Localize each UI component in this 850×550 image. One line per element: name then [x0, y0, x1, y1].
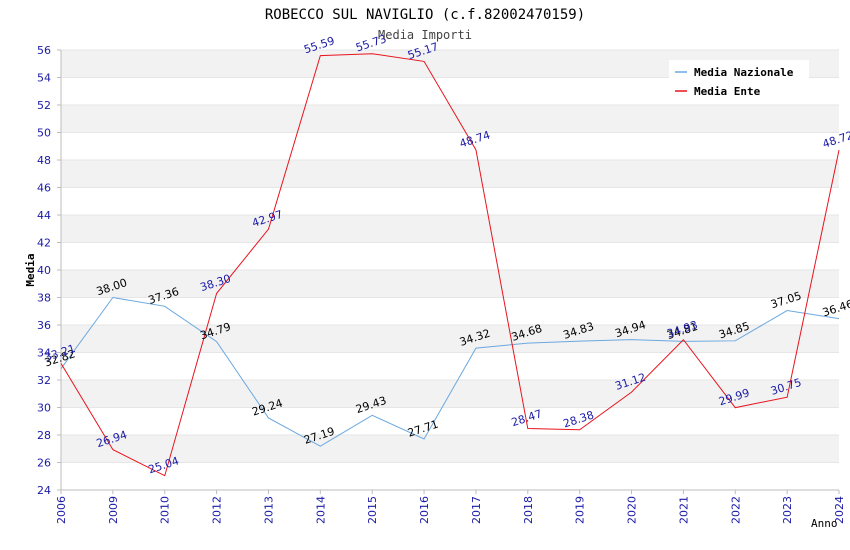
series-line-0	[60, 296, 840, 447]
series-line-1	[60, 53, 840, 477]
legend-entry: Media Nazionale	[694, 66, 794, 79]
grid-band	[61, 242, 839, 270]
x-tick-label: 2018	[522, 496, 535, 524]
x-tick-label: 2010	[159, 496, 172, 524]
legend-entry: Media Ente	[694, 85, 761, 98]
y-tick-label: 32	[37, 374, 51, 387]
grid-band	[61, 215, 839, 243]
y-tick-label: 50	[37, 127, 51, 140]
x-tick-label: 2017	[470, 496, 483, 524]
y-tick-label: 30	[37, 402, 51, 415]
legend: Media Nazionale Media Ente	[669, 60, 809, 102]
grid-band	[61, 325, 839, 353]
grid-band	[61, 407, 839, 435]
y-axis-label: Media	[24, 253, 37, 286]
y-tick-label: 52	[37, 99, 51, 112]
legend-box	[669, 60, 809, 102]
grid-band	[61, 435, 839, 463]
y-tick-label: 28	[37, 429, 51, 442]
y-tick-label: 56	[37, 44, 51, 57]
y-tick-label: 46	[37, 182, 51, 195]
grid-band	[61, 270, 839, 298]
x-tick-label: 2023	[781, 496, 794, 524]
y-tick-label: 44	[37, 209, 51, 222]
grid-band	[61, 132, 839, 160]
x-tick-label: 2009	[107, 496, 120, 524]
y-tick-label: 26	[37, 457, 51, 470]
grid-band	[61, 187, 839, 215]
x-tick-label: 2012	[211, 496, 224, 524]
y-tick-label: 34	[37, 347, 51, 360]
series-lines	[60, 53, 840, 477]
x-tick-label: 2024	[833, 496, 846, 524]
x-tick-label: 2014	[314, 496, 327, 524]
y-tick-label: 54	[37, 72, 51, 85]
grid-band	[61, 352, 839, 380]
x-tick-label: 2013	[262, 496, 275, 524]
y-tick-labels: 24 26 28 30 32 34 36 38 40 42 44 46 48 50 52 54 56	[37, 44, 61, 497]
x-tick-label: 2020	[626, 496, 639, 524]
y-tick-label: 48	[37, 154, 51, 167]
x-tick-label: 2019	[574, 496, 587, 524]
y-tick-label: 40	[37, 264, 51, 277]
y-tick-label: 36	[37, 319, 51, 332]
x-tick-label: 2016	[418, 496, 431, 524]
x-tick-label: 2006	[55, 496, 68, 524]
y-tick-label: 42	[37, 237, 51, 250]
x-tick-label: 2015	[366, 496, 379, 524]
x-tick-label: 2022	[729, 496, 742, 524]
y-tick-label: 38	[37, 292, 51, 305]
x-tick-label: 2021	[677, 496, 690, 524]
grid-band	[61, 105, 839, 133]
chart-title: ROBECCO SUL NAVIGLIO (c.f.82002470159)	[265, 7, 585, 23]
grid-bands	[61, 49, 839, 491]
y-tick-label: 24	[37, 484, 51, 497]
chart-subtitle: Media Importi	[378, 28, 472, 42]
grid-band	[61, 160, 839, 188]
x-axis-label: Anno	[811, 517, 838, 530]
grid-band	[61, 462, 839, 490]
grid-band	[61, 297, 839, 325]
x-tick-labels: 2006 2009 2010 2012 2013 2014 2015 2016 2017 2018…	[55, 490, 846, 524]
